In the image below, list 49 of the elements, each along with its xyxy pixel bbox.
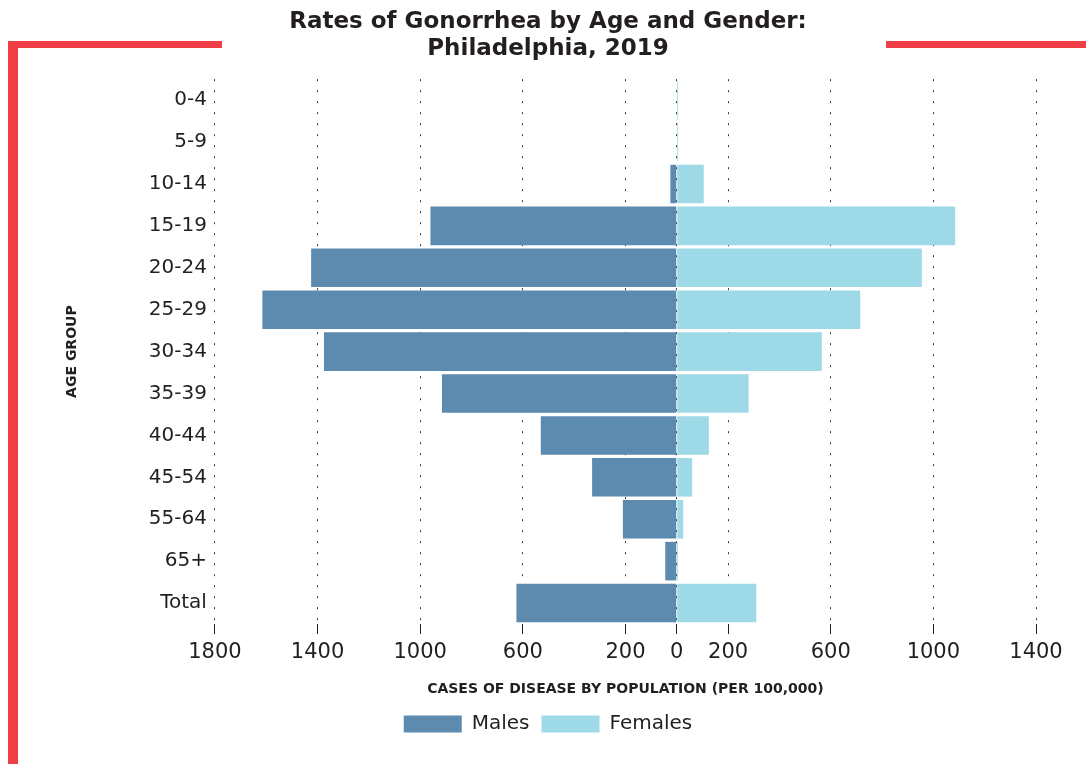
bar [677,583,757,623]
bar [592,458,677,497]
x-tick-label: 600 [810,639,851,664]
bar [677,206,956,246]
x-axis-title: CASES OF DISEASE BY POPULATION (PER 100,000) [427,680,824,697]
x-tick-label: 600 [502,639,543,664]
bar [622,499,677,539]
bar [677,332,822,371]
y-tick-label: Total [159,589,207,614]
bar [540,416,677,455]
y-tick-label: 15-19 [148,212,207,237]
bar [670,164,677,204]
bar [516,583,677,623]
bar [677,290,861,329]
y-tick-label: 10-14 [148,170,207,195]
bar [677,164,704,204]
legend-label: Females [609,710,693,735]
x-tick-label: 1400 [290,639,345,664]
bar [665,541,677,581]
y-tick-label: 35-39 [148,379,207,404]
y-tick-label: 40-44 [148,421,207,446]
x-tick-label: 1000 [906,639,961,664]
y-tick-label: 25-29 [148,295,207,320]
x-tick-label: 1000 [393,639,447,664]
bar [311,248,677,288]
y-tick-label: 45-54 [148,463,207,488]
bar [677,416,709,455]
y-axis-title: AGE GROUP [63,305,80,398]
bar [262,290,677,329]
bar [442,374,677,413]
bar [677,248,922,288]
y-tick-label: 30-34 [148,337,207,362]
x-tick-label: 200 [708,639,749,664]
x-tick-label: 1800 [188,639,242,664]
bar [323,332,677,371]
x-tick-label: 1400 [1009,639,1063,664]
chart-title: Rates of Gonorrhea by Age and Gender: Philadelphia, 2019 [289,6,807,61]
bar [677,499,684,539]
x-tick-label: 0 [670,639,684,664]
bar [677,374,749,413]
y-tick-label: 0-4 [174,86,207,111]
y-tick-label: 65+ [164,547,207,572]
bar [677,458,693,497]
y-tick-label: 5-9 [174,128,207,153]
bar [430,206,677,246]
legend-label: Males [471,710,530,735]
y-tick-label: 20-24 [148,253,207,278]
x-tick-label: 200 [605,639,646,664]
y-tick-label: 55-64 [148,505,207,530]
